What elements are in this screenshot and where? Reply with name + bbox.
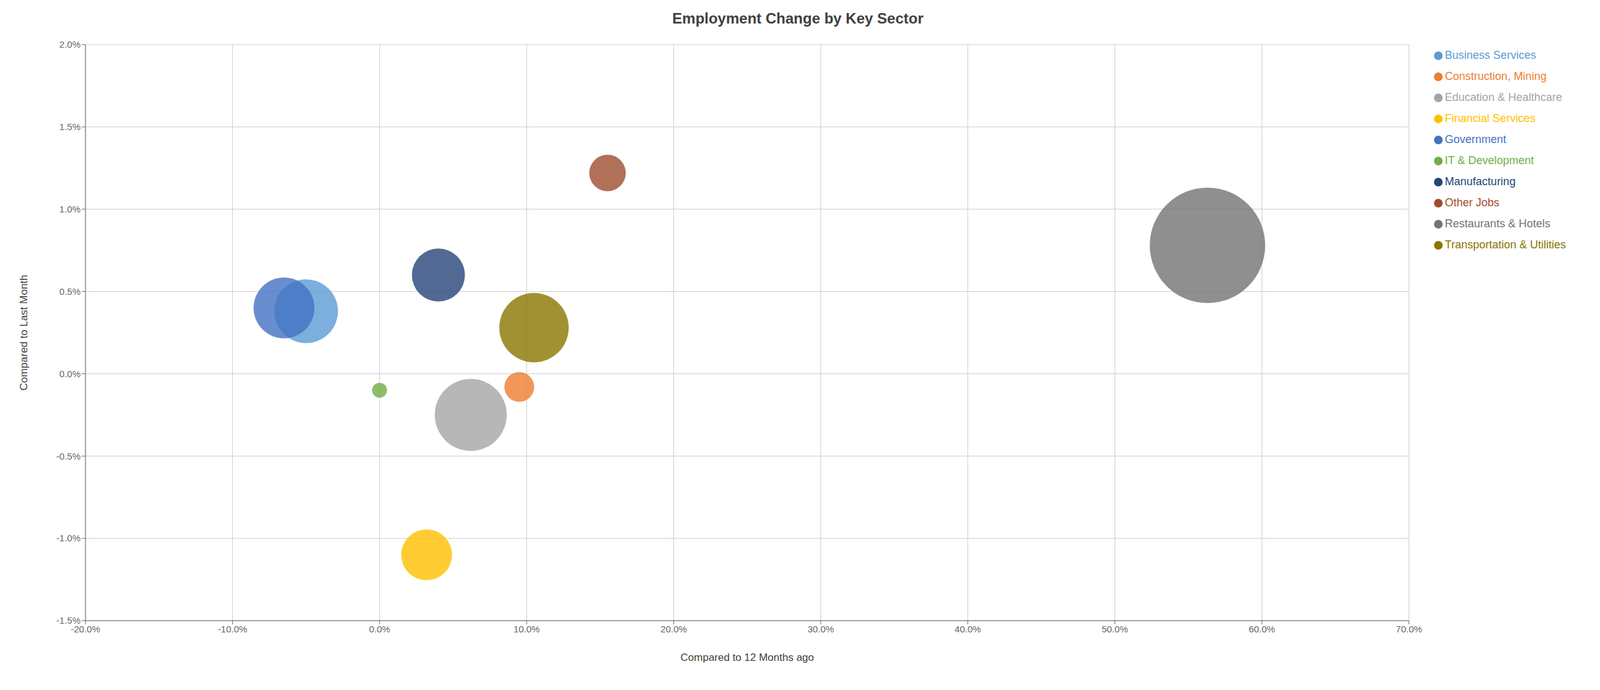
svg-text:Compared to 12 Months ago: Compared to 12 Months ago — [680, 651, 814, 664]
svg-text:1.5%: 1.5% — [59, 121, 81, 132]
svg-text:0.0%: 0.0% — [369, 623, 391, 635]
svg-text:40.0%: 40.0% — [954, 623, 982, 635]
html-text:Manufacturing: Manufacturing — [1444, 175, 1516, 188]
html-text:Business Services: Business Services — [1444, 48, 1536, 62]
svg-text:Compared to Last Month: Compared to Last Month — [17, 274, 30, 391]
svg-text:-10.0%: -10.0% — [218, 623, 248, 635]
html-text:Construction, Mining: Construction, Mining — [1444, 69, 1547, 83]
html-text:Transportation & Utilities: Transportation & Utilities — [1444, 238, 1566, 251]
svg-text:60.0%: 60.0% — [1248, 623, 1276, 635]
svg-text:0.5%: 0.5% — [59, 286, 81, 297]
html-text:Restaurants & Hotels: Restaurants & Hotels — [1444, 217, 1551, 230]
html-text:Employment Change by Key Secto: Employment Change by Key Sector — [672, 9, 924, 27]
svg-text:-0.5%: -0.5% — [56, 450, 81, 462]
svg-text:70.0%: 70.0% — [1395, 623, 1423, 635]
svg-text:50.0%: 50.0% — [1101, 623, 1129, 635]
svg-text:-1.5%: -1.5% — [56, 615, 81, 626]
svg-text:-1.0%: -1.0% — [56, 532, 81, 544]
html-text:Financial Services: Financial Services — [1444, 112, 1536, 125]
svg-text:30.0%: 30.0% — [807, 623, 835, 635]
html-text:Government: Government — [1444, 133, 1507, 146]
svg-text:10.0%: 10.0% — [513, 623, 541, 635]
svg-text:20.0%: 20.0% — [660, 623, 687, 635]
html-text:Education & Healthcare: Education & Healthcare — [1444, 91, 1563, 104]
svg-text:1.0%: 1.0% — [59, 203, 81, 215]
svg-text:0.0%: 0.0% — [59, 368, 81, 380]
svg-text:2.0%: 2.0% — [59, 39, 81, 50]
html-text:IT & Development: IT & Development — [1444, 154, 1534, 167]
html-text:Other Jobs: Other Jobs — [1444, 196, 1500, 209]
svg-text:-20.0%: -20.0% — [70, 623, 101, 635]
